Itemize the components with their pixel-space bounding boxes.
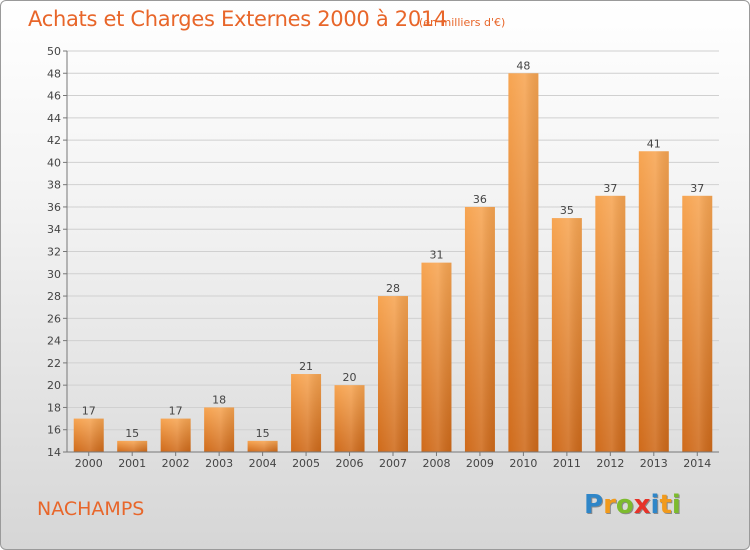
x-tick-label: 2011 [553,457,581,470]
x-tick-label: 2002 [162,457,190,470]
y-tick-label: 48 [47,67,61,80]
x-tick-label: 2009 [466,457,494,470]
y-tick-label: 24 [47,335,61,348]
commune-name: NACHAMPS [37,498,145,520]
x-tick-label: 2003 [205,457,233,470]
logo-letter: P [584,490,604,520]
data-label: 28 [386,282,400,295]
x-tick-label: 2000 [75,457,103,470]
bars [73,73,713,453]
data-label: 17 [169,405,183,418]
data-label: 48 [516,59,530,72]
axes: 14 16 18 20 22 24 26 28 30 32 34 36 38 40 42 44 46 48 50 20… [47,45,719,470]
bar-shine [551,218,582,452]
y-tick-label: 16 [47,424,61,437]
data-labels: 17 15 17 18 15 21 20 28 31 36 48 35 37 41 37 [82,59,705,440]
x-tick-label: 2005 [292,457,320,470]
x-tick-label: 2001 [118,457,146,470]
data-label: 41 [647,137,661,150]
y-tick-label: 36 [47,201,61,214]
x-tick-label: 2013 [640,457,668,470]
data-label: 18 [212,393,226,406]
bar-shine [291,374,322,452]
x-tick-label: 2014 [683,457,711,470]
bar-shine [247,440,278,452]
bar-shine [464,206,495,452]
x-tick-label: 2007 [379,457,407,470]
data-label: 36 [473,193,487,206]
y-tick-label: 44 [47,112,61,125]
x-tick-label: 2008 [422,457,450,470]
data-label: 31 [429,249,443,262]
proxiti-logo: Proxiti [584,490,681,520]
bar-shine [378,296,408,452]
y-tick-label: 46 [47,90,61,103]
logo-letter: x [633,490,651,520]
chart-subtitle: (en milliers d'€) [419,16,506,29]
bar-shine [160,418,191,452]
bar-shine [73,418,104,452]
y-tick-label: 50 [47,45,61,58]
bar-shine [595,195,626,453]
bar-shine [334,385,365,452]
x-tick-label: 2010 [509,457,537,470]
y-tick-label: 32 [47,246,61,259]
bar-shine [638,151,669,452]
logo-letter: i [671,490,681,520]
data-label: 21 [299,360,313,373]
x-tick-label: 2012 [596,457,624,470]
logo-letter: o [615,490,634,520]
logo-letter: i [650,490,660,520]
data-label: 20 [343,371,357,384]
y-tick-label: 26 [47,312,61,325]
data-label: 15 [125,427,139,440]
x-tick-label: 2004 [249,457,277,470]
data-label: 35 [560,204,574,217]
y-tick-label: 34 [47,223,61,236]
logo-letter: r [603,490,616,520]
x-tick-label: 2006 [336,457,364,470]
bar-chart: 17 15 17 18 15 21 20 28 31 36 48 35 37 41 37 14 16 18 20 2… [47,45,719,470]
logo-letter: t [659,490,672,520]
bar-shine [117,440,148,452]
y-tick-label: 22 [47,357,61,370]
bar-shine [508,73,539,453]
bar-shine [421,262,452,452]
y-tick-label: 18 [47,401,61,414]
y-tick-label: 40 [47,156,61,169]
data-label: 37 [690,182,704,195]
bar-shine [204,407,235,452]
data-label: 37 [603,182,617,195]
chart-title: Achats et Charges Externes 2000 à 2014 [28,7,448,31]
y-tick-label: 38 [47,179,61,192]
y-tick-label: 30 [47,268,61,281]
y-tick-label: 14 [47,446,61,459]
y-tick-label: 28 [47,290,61,303]
data-label: 15 [256,427,270,440]
y-tick-label: 42 [47,134,61,147]
data-label: 17 [82,405,96,418]
bar-shine [682,195,713,453]
y-tick-label: 20 [47,379,61,392]
